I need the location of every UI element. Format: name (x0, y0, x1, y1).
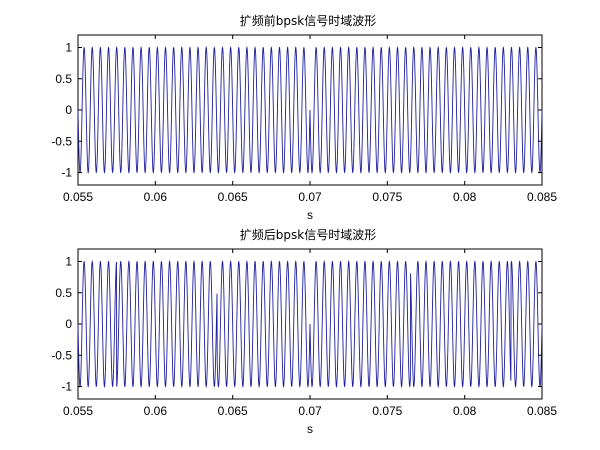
subplot-bottom-x-tick-label: 0.075 (372, 404, 402, 418)
subplot-top-x-tick-label: 0.075 (372, 190, 402, 204)
subplot-top-x-tick-label: 0.055 (63, 190, 93, 204)
subplot-bottom-x-tick-label: 0.085 (527, 404, 557, 418)
subplot-top-y-tick-label: 0.5 (55, 72, 72, 86)
subplot-top-x-ticks: 0.055 0.06 0.065 0.07 0.075 0.08 0.085 (63, 35, 557, 204)
subplot-bottom-y-tick-label: 0.5 (55, 286, 72, 300)
subplot-bottom-plot-area (77, 260, 543, 388)
subplot-bottom-y-tick-label: 0 (65, 317, 72, 331)
subplot-bottom-y-tick-label: 1 (65, 255, 72, 269)
subplot-top-y-tick-label: 0 (65, 103, 72, 117)
subplot-bottom-x-ticks: 0.055 0.06 0.065 0.07 0.075 0.08 0.085 (63, 249, 557, 418)
subplot-top-y-tick-label: -1 (61, 166, 72, 180)
subplot-bottom-x-axis-label: s (307, 422, 313, 436)
subplot-top-waveform-line (77, 46, 543, 174)
subplot-bottom-x-tick-label: 0.08 (453, 404, 477, 418)
subplot-bottom-y-ticks: 1 0.5 0 -0.5 -1 (51, 255, 542, 394)
subplot-top-x-tick-label: 0.07 (298, 190, 322, 204)
subplot-top-title: 扩频前bpsk信号时域波形 (240, 13, 376, 28)
subplot-top-x-tick-label: 0.085 (527, 190, 557, 204)
subplot-top-x-tick-label: 0.065 (218, 190, 248, 204)
subplot-bottom-x-tick-label: 0.06 (144, 404, 168, 418)
subplot-bottom-x-tick-label: 0.065 (218, 404, 248, 418)
subplot-top-x-tick-label: 0.08 (453, 190, 477, 204)
subplot-top: 扩频前bpsk信号时域波形 0.055 0.06 0.065 0.07 0.075 0.0… (51, 13, 557, 222)
subplot-bottom-y-tick-label: -0.5 (51, 348, 72, 362)
subplot-top-x-axis-label: s (307, 208, 313, 222)
subplot-bottom-waveform-line (77, 260, 543, 388)
subplot-top-plot-area (77, 46, 543, 174)
subplot-bottom-x-tick-label: 0.07 (298, 404, 322, 418)
subplot-bottom: 扩频后bpsk信号时域波形 0.055 0.06 0.065 0.07 0.075 0.0… (51, 228, 557, 436)
subplot-bottom-x-tick-label: 0.055 (63, 404, 93, 418)
subplot-top-x-tick-label: 0.06 (144, 190, 168, 204)
subplot-top-y-tick-label: -0.5 (51, 134, 72, 148)
subplot-bottom-y-tick-label: -1 (61, 380, 72, 394)
subplot-bottom-title: 扩频后bpsk信号时域波形 (240, 228, 376, 242)
subplot-top-y-ticks: 1 0.5 0 -0.5 -1 (51, 41, 542, 180)
subplot-top-y-tick-label: 1 (65, 41, 72, 55)
